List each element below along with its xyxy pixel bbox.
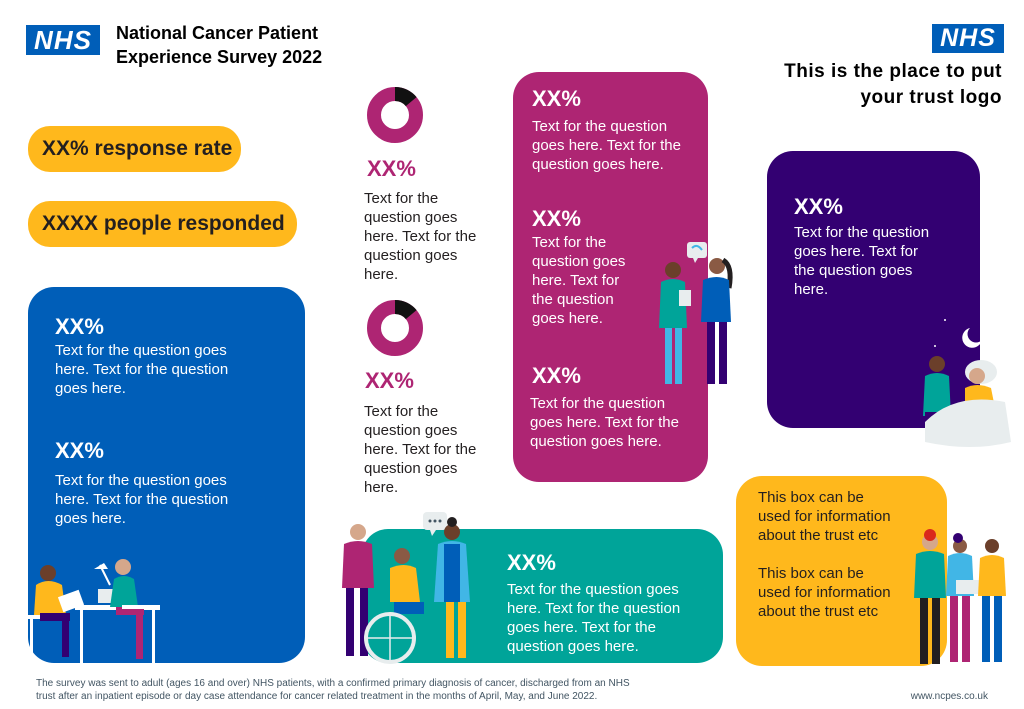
yellow-text-1-line: about the trust etc	[758, 527, 879, 544]
website-link[interactable]: www.ncpes.co.uk	[910, 691, 988, 702]
yellow-text-1-line: used for information	[758, 508, 891, 525]
magenta-text-2-line: here. Text for	[532, 272, 620, 289]
yellow-text-1-line: This box can be	[758, 489, 864, 506]
middle-text-1: Text for the question goes here. Text fo…	[364, 189, 476, 284]
magenta-text-3: Text for the question goes here. Text fo…	[530, 394, 708, 451]
teal-text-line: Text for the question goes	[507, 581, 679, 598]
yellow-text-1: This box can be used for information abo…	[758, 488, 947, 545]
blue-text-1-line: goes here.	[55, 380, 126, 397]
page-title: National Cancer Patient Experience Surve…	[116, 21, 322, 69]
nhs-logo-left-text: NHS	[34, 24, 92, 55]
survey-footnote-line2: trust after an inpatient episode or day …	[36, 691, 598, 702]
teal-stat: XX%	[507, 550, 556, 575]
teal-text-line: goes here. Text for the	[507, 619, 656, 636]
responded-text: XXXX people responded	[42, 212, 285, 235]
middle-text-2-line: here.	[364, 479, 399, 496]
blue-text-2-line: Text for the question goes	[55, 472, 227, 489]
blue-stat-1: XX%	[55, 314, 104, 339]
teal-text-line: question goes here.	[507, 638, 639, 655]
nhs-logo-right: NHS	[932, 24, 1004, 53]
yellow-text-2-line: This box can be	[758, 565, 864, 582]
survey-footnote-line1: The survey was sent to adult (ages 16 an…	[36, 678, 630, 689]
trust-logo-placeholder: This is the place to put your trust logo	[784, 59, 1002, 111]
blue-stat-2: XX%	[55, 438, 104, 463]
purple-text: Text for the question goes here. Text fo…	[794, 223, 980, 299]
teal-text-line: here. Text for the question	[507, 600, 681, 617]
yellow-text-2: This box can be used for information abo…	[758, 564, 947, 621]
middle-stat-1: XX%	[367, 156, 416, 181]
donut-chart-2	[367, 300, 423, 356]
bed-scene-illustration	[923, 319, 1011, 447]
middle-text-2-line: question goes	[364, 460, 458, 477]
blue-text-1: Text for the question goes here. Text fo…	[55, 341, 305, 398]
blue-text-1-line: Text for the question goes	[55, 342, 227, 359]
donut-1-segment	[394, 87, 417, 107]
nhs-logo-left: NHS	[26, 25, 100, 55]
magenta-text-2-line: question goes	[532, 253, 626, 270]
magenta-text-2-line: the question	[532, 291, 614, 308]
magenta-stat-2: XX%	[532, 206, 581, 231]
teal-stat-card: XX% Text for the question goes here. Tex…	[362, 529, 723, 663]
magenta-stat-3: XX%	[532, 363, 581, 388]
page-title-line1: National Cancer Patient	[116, 23, 319, 43]
response-rate-pill: XX% response rate	[28, 126, 241, 172]
magenta-text-3-line: Text for the question	[530, 395, 666, 412]
teal-text: Text for the question goes here. Text fo…	[507, 580, 723, 656]
middle-text-2: Text for the question goes here. Text fo…	[364, 402, 476, 497]
magenta-text-1-line: question goes here.	[532, 156, 664, 173]
magenta-text-3-line: goes here. Text for the	[530, 414, 679, 431]
yellow-text-2-line: used for information	[758, 584, 891, 601]
middle-text-1-line: here.	[364, 266, 399, 283]
purple-text-line: goes here. Text for	[794, 243, 918, 260]
middle-text-1-line: question goes	[364, 209, 458, 226]
middle-text-2-line: here. Text for the	[364, 441, 477, 458]
magenta-text-1-line: Text for the question	[532, 118, 668, 135]
donut-2-segment	[394, 300, 417, 320]
magenta-text-2-line: goes here.	[532, 310, 603, 327]
moon-icon	[962, 328, 982, 348]
middle-text-1-line: Text for the	[364, 190, 439, 207]
middle-text-2-line: question goes	[364, 422, 458, 439]
three-people-illustration	[914, 529, 1006, 664]
page-title-line2: Experience Survey 2022	[116, 47, 323, 67]
donut-chart-1	[367, 87, 423, 143]
magenta-stat-card: XX% Text for the question goes here. Tex…	[513, 72, 708, 482]
magenta-text-2: Text for the question goes here. Text fo…	[532, 233, 708, 328]
desk-people-illustration	[28, 559, 160, 665]
magenta-text-1-line: goes here. Text for the	[532, 137, 681, 154]
survey-footnote: The survey was sent to adult (ages 16 an…	[36, 677, 630, 703]
yellow-info-card: This box can be used for information abo…	[736, 476, 947, 666]
purple-text-line: here.	[794, 281, 829, 298]
blue-text-2-line: goes here.	[55, 510, 126, 527]
blue-text-2: Text for the question goes here. Text fo…	[55, 471, 305, 528]
purple-stat: XX%	[794, 194, 843, 219]
magenta-stat-1: XX%	[532, 86, 581, 111]
purple-text-line: Text for the question	[794, 224, 930, 241]
magenta-text-3-line: question goes here.	[530, 433, 662, 450]
middle-text-1-line: here. Text for the	[364, 228, 477, 245]
response-rate-text: XX% response rate	[42, 137, 233, 160]
blue-text-1-line: here. Text for the question	[55, 361, 229, 378]
wheelchair-group-illustration	[342, 512, 470, 664]
purple-text-line: the question goes	[794, 262, 913, 279]
blue-text-2-line: here. Text for the question	[55, 491, 229, 508]
two-people-illustration	[659, 242, 733, 384]
responded-pill: XXXX people responded	[28, 201, 297, 247]
middle-text-2-line: Text for the	[364, 403, 439, 420]
trust-logo-line2: your trust logo	[860, 87, 1002, 108]
middle-stat-2: XX%	[365, 368, 414, 393]
trust-logo-line1: This is the place to put	[784, 61, 1002, 82]
middle-text-1-line: question goes	[364, 247, 458, 264]
magenta-text-2-line: Text for the	[532, 234, 607, 251]
nhs-logo-right-text: NHS	[940, 24, 996, 52]
yellow-text-2-line: about the trust etc	[758, 603, 879, 620]
magenta-text-1: Text for the question goes here. Text fo…	[532, 117, 708, 174]
